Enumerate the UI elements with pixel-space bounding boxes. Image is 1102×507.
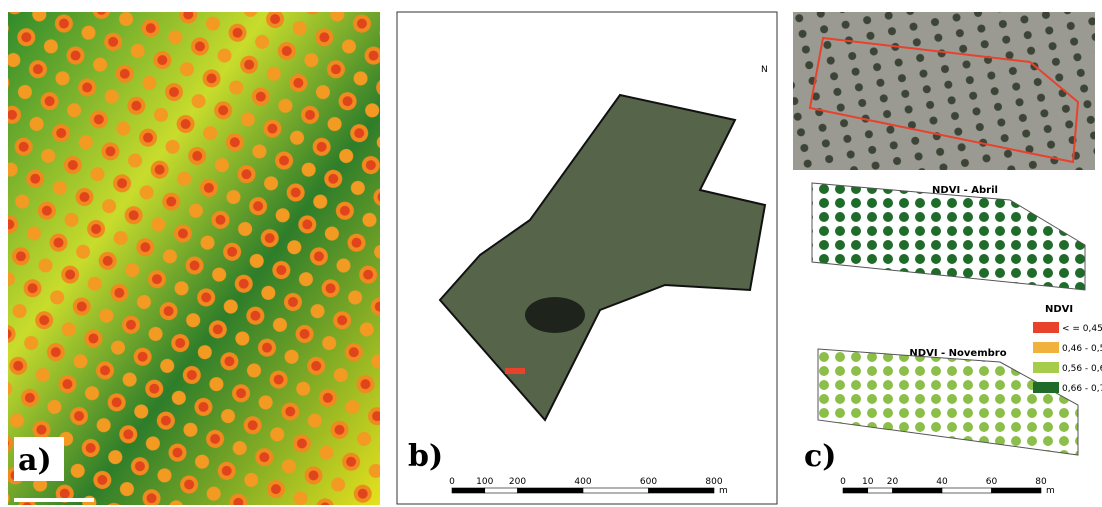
legend: < = 0,45 0,46 - 0,55 0,56 - 0,65 0,66 - 0,7… — [1033, 322, 1102, 394]
scale-label: 200 — [509, 477, 526, 487]
scale-segment — [583, 488, 649, 493]
panel-label: b) — [408, 439, 443, 474]
scale-label: 10 — [862, 477, 874, 487]
scale-segment — [992, 488, 1042, 493]
scale-label: 600 — [640, 477, 657, 487]
tree-crowns — [8, 12, 380, 505]
scale-label: 0 — [840, 477, 846, 487]
scale-bar — [14, 498, 94, 502]
panel-label: c) — [804, 439, 836, 474]
north-arrow: N — [761, 65, 768, 75]
study-area — [505, 368, 525, 374]
legend-label: < = 0,45 — [1062, 324, 1102, 334]
scale-segment — [452, 488, 485, 493]
legend-label: 0,56 - 0,65 — [1062, 364, 1102, 374]
legend-title: NDVI — [1045, 304, 1073, 315]
scale-unit: m — [719, 486, 728, 496]
panel-c: NDVI - Abril NDVI - Novembro NDVI < = 0,… — [793, 12, 1102, 496]
scale-unit: m — [1046, 486, 1055, 496]
pond — [525, 297, 585, 333]
scale-segment — [868, 488, 893, 493]
legend-swatch — [1033, 342, 1059, 353]
legend-swatch — [1033, 322, 1059, 333]
panel-label: a) — [18, 443, 52, 478]
legend-swatch — [1033, 382, 1059, 393]
panel-a: a) — [8, 12, 380, 505]
scale-segment — [893, 488, 943, 493]
satellite-image — [793, 12, 1095, 170]
legend-label: 0,46 - 0,55 — [1062, 344, 1102, 354]
scale-label: 400 — [574, 477, 591, 487]
scale-segment — [518, 488, 584, 493]
scale-label: 100 — [476, 477, 493, 487]
ndvi-map — [812, 183, 1085, 290]
scale-segment — [485, 488, 518, 493]
figure: a) N b) 0100200400600800m NDVI - Abril N… — [0, 0, 1102, 507]
legend-swatch — [1033, 362, 1059, 373]
scale-segment — [843, 488, 868, 493]
scale-label: 60 — [986, 477, 998, 487]
scale-segment — [649, 488, 715, 493]
scale-segment — [942, 488, 992, 493]
scale-label: 40 — [936, 477, 948, 487]
legend-label: 0,66 - 0,75 — [1062, 384, 1102, 394]
scale-label: 20 — [887, 477, 899, 487]
scale-label: 0 — [449, 477, 455, 487]
